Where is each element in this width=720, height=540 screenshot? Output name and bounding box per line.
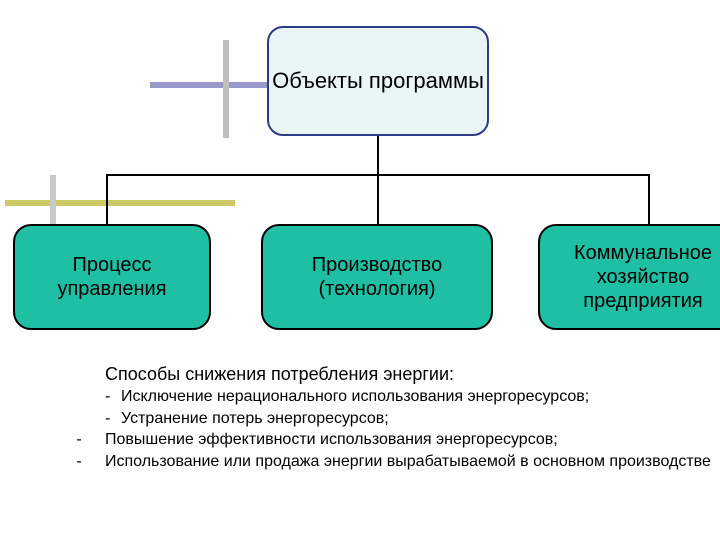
methods-dashed-1: - Повышение эффективности использования … (53, 429, 711, 451)
methods-indented-2: -Устранение потерь энергоресурсов; (105, 408, 711, 430)
connector-drop-1 (106, 174, 108, 224)
root-node-label: Объекты программы (272, 67, 484, 95)
child-node-1-label: Процесс управления (19, 253, 205, 301)
methods-heading: Способы снижения потребления энергии: (105, 362, 711, 386)
methods-dashed-2: - Использование или продажа энергии выра… (53, 451, 711, 473)
decor-bar-h2 (5, 200, 235, 206)
connector-drop-3 (648, 174, 650, 224)
methods-text-block: Способы снижения потребления энергии: -И… (105, 362, 711, 473)
connector-stem (377, 136, 379, 174)
methods-indented-1: -Исключение нерационального использовани… (105, 386, 711, 408)
child-node-3: Коммунальное хозяйство предприятия (538, 224, 720, 330)
child-node-2: Производство (технология) (261, 224, 493, 330)
child-node-2-label: Производство (технология) (267, 253, 487, 301)
connector-drop-2 (377, 174, 379, 224)
child-node-3-label: Коммунальное хозяйство предприятия (544, 241, 720, 313)
child-node-1: Процесс управления (13, 224, 211, 330)
root-node: Объекты программы (267, 26, 489, 136)
decor-bar-v1 (223, 40, 229, 138)
